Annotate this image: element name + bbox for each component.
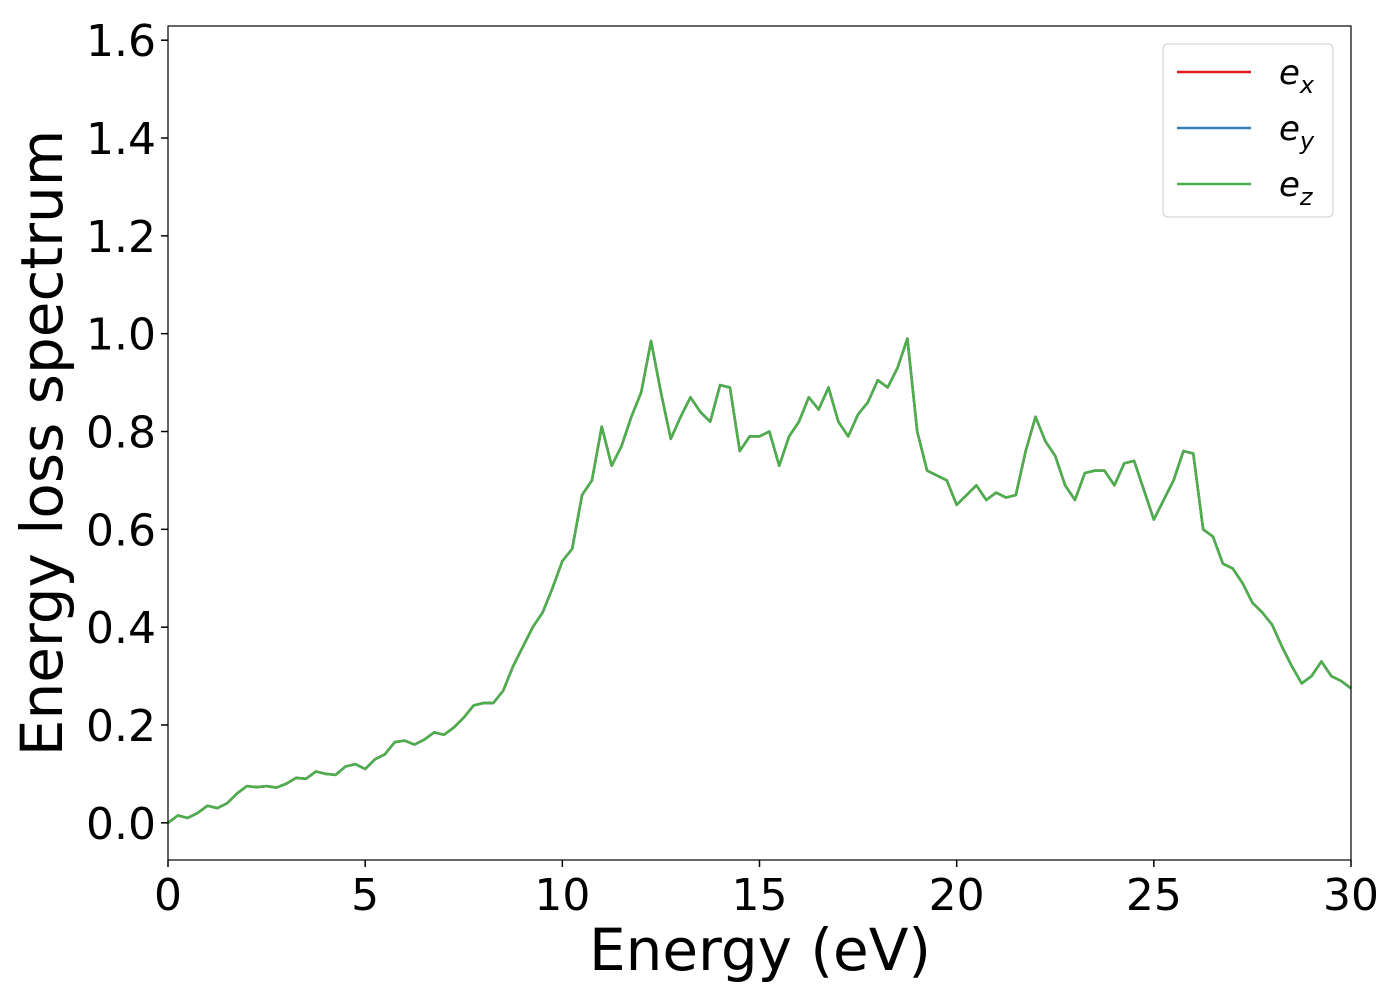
- y-tick-label: 1.4: [86, 114, 156, 165]
- legend-label: ex: [1279, 53, 1315, 99]
- y-tick-label: 1.2: [86, 212, 156, 263]
- y-tick-label: 0.2: [86, 701, 156, 752]
- y-tick-label: 0.0: [86, 799, 156, 850]
- plot-frame: [167, 25, 1352, 861]
- legend-box: [1162, 43, 1334, 218]
- series-line: [167, 337, 1352, 824]
- y-tick-label: 0.6: [86, 505, 156, 556]
- x-tick-label: 30: [1323, 870, 1379, 921]
- x-tick-label: 0: [154, 870, 182, 921]
- y-axis-label: Energy loss spectrum: [8, 130, 76, 756]
- y-tick-label: 0.8: [86, 408, 156, 459]
- series-line: [167, 337, 1352, 824]
- x-tick-label: 25: [1126, 870, 1182, 921]
- series-line: [167, 337, 1352, 824]
- legend-label: ey: [1279, 109, 1315, 155]
- y-tick-label: 1.0: [86, 310, 156, 361]
- x-tick-label: 15: [732, 870, 788, 921]
- x-tick-label: 20: [929, 870, 985, 921]
- y-tick-label: 1.6: [86, 16, 156, 67]
- x-tick-label: 5: [351, 870, 379, 921]
- x-axis-label: Energy (eV): [589, 916, 931, 984]
- x-tick-label: 10: [534, 870, 590, 921]
- y-tick-label: 0.4: [86, 603, 156, 654]
- legend-label: ez: [1279, 165, 1314, 211]
